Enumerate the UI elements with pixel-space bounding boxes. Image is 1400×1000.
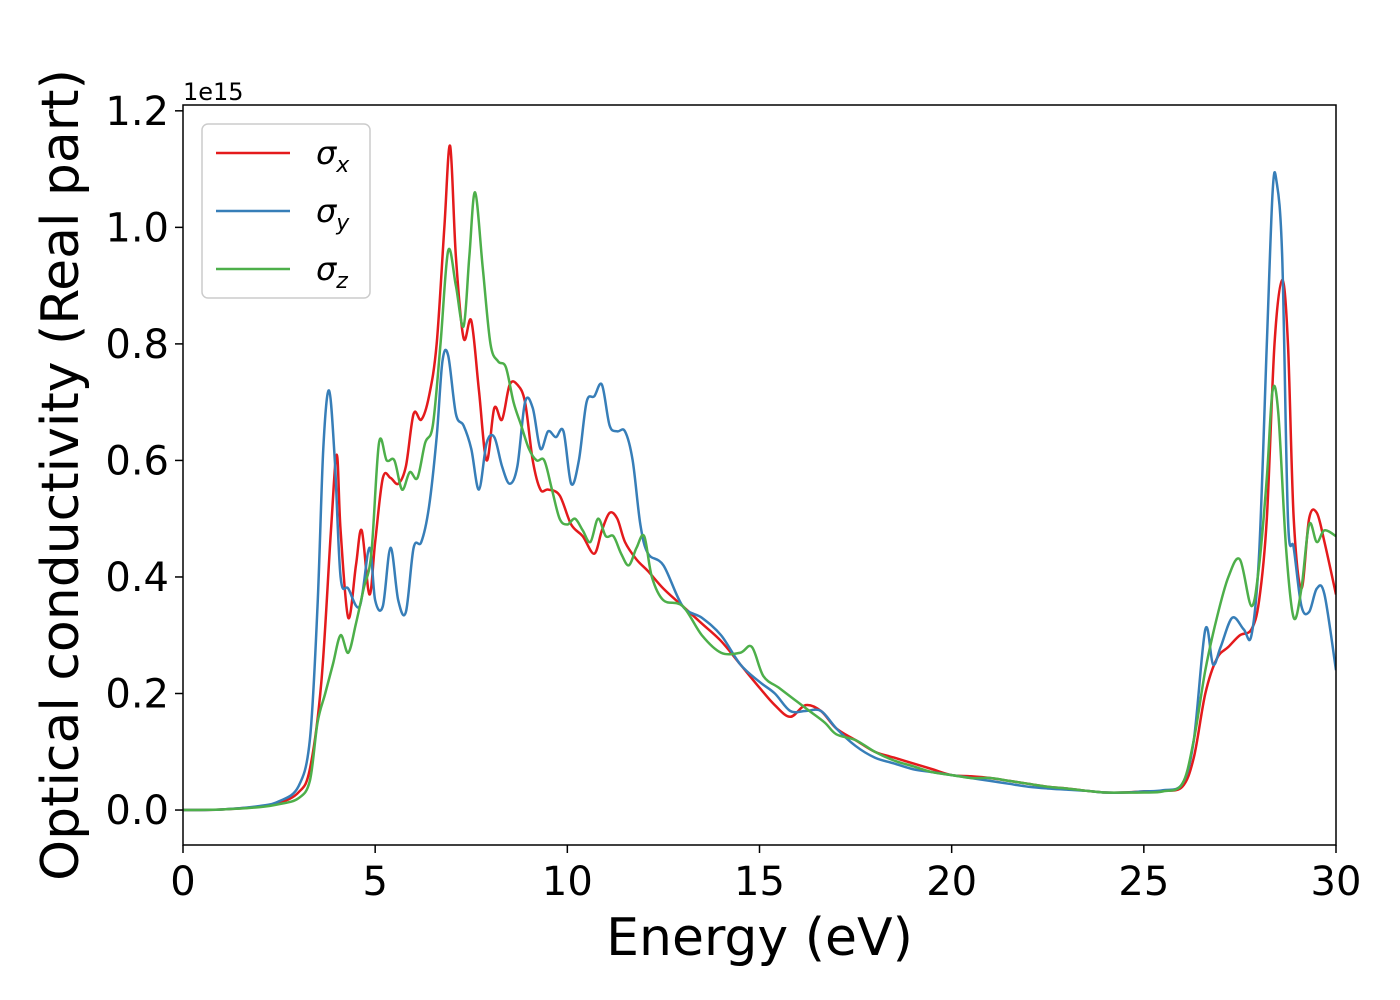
series-line-y (183, 171, 1336, 812)
x-tick-label: 30 (1311, 859, 1362, 905)
y-tick-label: 0.0 (105, 788, 169, 834)
x-tick-label: 25 (1118, 859, 1169, 905)
x-tick-label: 0 (170, 859, 195, 905)
x-tick-label: 15 (734, 859, 785, 905)
y-axis: 0.0 0.2 0.4 0.6 0.8 1.0 1.2 (105, 89, 183, 834)
x-tick-label: 10 (542, 859, 593, 905)
y-offset-text: 1e15 (183, 78, 244, 106)
legend-label-symbol: σ (316, 134, 338, 172)
y-tick-label: 0.2 (105, 672, 169, 718)
legend-label-y: σy (316, 192, 350, 236)
legend-label-symbol: σ (316, 250, 338, 288)
legend-label-subscript: y (335, 211, 350, 236)
y-tick-label: 1.0 (105, 205, 169, 251)
y-tick-label: 0.6 (105, 438, 169, 484)
y-tick-label: 0.4 (105, 555, 169, 601)
y-tick-label: 0.8 (105, 322, 169, 368)
series-line-z (183, 191, 1336, 812)
legend-label-subscript: x (335, 153, 350, 178)
x-tick-label: 20 (926, 859, 977, 905)
legend-label-x: σx (316, 134, 350, 178)
legend-label-symbol: σ (316, 192, 338, 230)
legend-label-z: σz (316, 250, 348, 294)
x-axis: 0 5 10 15 20 25 30 (170, 845, 1361, 905)
y-axis-label: Optical conductivity (Real part) (31, 69, 91, 881)
series-line-x (183, 144, 1336, 812)
x-axis-label: Energy (eV) (606, 908, 913, 968)
y-tick-label: 1.2 (105, 89, 169, 135)
series-layer (183, 144, 1336, 812)
legend-label-subscript: z (335, 269, 348, 294)
x-tick-label: 5 (362, 859, 387, 905)
